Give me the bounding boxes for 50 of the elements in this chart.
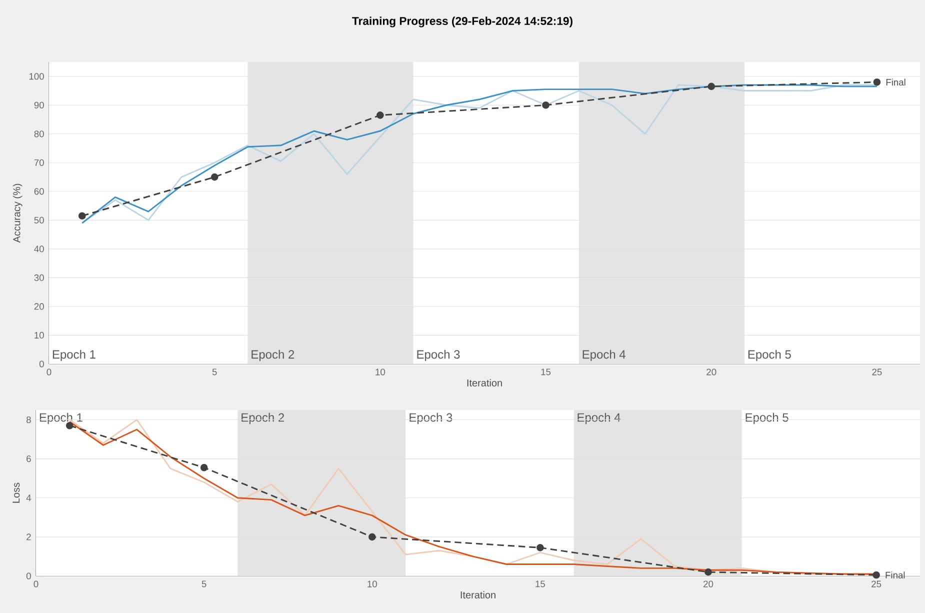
x-tick-label: 10 bbox=[368, 580, 377, 588]
x-axis-title: Iteration bbox=[460, 591, 496, 598]
x-axis-title: Iteration bbox=[467, 379, 502, 386]
x-tick-label: 20 bbox=[704, 580, 714, 588]
band-label: Epoch 4 bbox=[582, 350, 626, 362]
y-tick-label: 6 bbox=[26, 456, 31, 462]
point bbox=[873, 78, 881, 86]
x-tick-label: 15 bbox=[541, 368, 551, 376]
point bbox=[704, 568, 712, 576]
x-tick-label: 15 bbox=[536, 580, 545, 588]
band-label: Epoch 2 bbox=[252, 350, 294, 362]
y-tick-label: 70 bbox=[34, 159, 44, 166]
y-tick-label: 30 bbox=[34, 274, 44, 281]
y-tick-label: 20 bbox=[34, 303, 44, 310]
x-tick-label: 25 bbox=[872, 580, 882, 588]
y-tick-label: 50 bbox=[34, 216, 44, 224]
y-tick-label: 0 bbox=[26, 572, 31, 580]
x-tick-label: 5 bbox=[202, 580, 206, 588]
point bbox=[78, 212, 86, 220]
y-axis-title: Accuracy (%) bbox=[12, 184, 22, 243]
x-tick-label: 0 bbox=[46, 368, 52, 376]
point bbox=[210, 173, 218, 181]
point bbox=[200, 464, 208, 472]
y-tick-label: 40 bbox=[34, 246, 44, 252]
y-tick-label: 4 bbox=[26, 494, 32, 502]
point bbox=[368, 533, 376, 541]
band-label: Epoch 5 bbox=[748, 350, 791, 362]
y-tick-label: 90 bbox=[34, 102, 44, 108]
point bbox=[536, 544, 544, 552]
band-label: Epoch 3 bbox=[417, 350, 460, 362]
x-tick-label: 10 bbox=[376, 368, 386, 376]
y-tick-label: 100 bbox=[29, 73, 44, 80]
chart-title: Training Progress (29-Feb-2024 14:52:19) bbox=[352, 16, 572, 28]
x-tick-label: 5 bbox=[212, 368, 217, 376]
y-tick-label: 0 bbox=[39, 360, 44, 368]
band-label: Epoch 1 bbox=[52, 350, 96, 362]
y-tick-label: 8 bbox=[26, 416, 31, 424]
y-tick-label: 80 bbox=[34, 130, 44, 138]
x-tick-label: 25 bbox=[872, 368, 882, 376]
point bbox=[542, 101, 550, 109]
y-tick-label: 2 bbox=[26, 534, 31, 540]
point bbox=[872, 571, 880, 579]
y-tick-label: 60 bbox=[34, 188, 44, 195]
annotation: Final bbox=[886, 78, 906, 86]
x-tick-label: 20 bbox=[706, 368, 716, 376]
y-tick-label: 10 bbox=[34, 332, 44, 339]
point bbox=[708, 82, 716, 90]
annotation: Final bbox=[886, 572, 905, 578]
y-axis-title: Loss bbox=[12, 482, 20, 503]
point bbox=[376, 112, 384, 119]
